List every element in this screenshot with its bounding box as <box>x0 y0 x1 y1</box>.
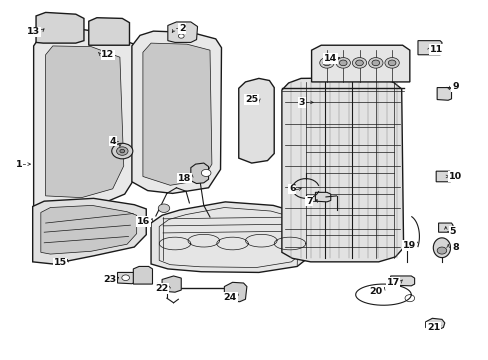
Polygon shape <box>133 266 152 284</box>
Circle shape <box>201 170 210 176</box>
Polygon shape <box>117 273 135 284</box>
Text: 3: 3 <box>298 98 305 107</box>
Polygon shape <box>390 276 414 286</box>
Polygon shape <box>436 87 450 100</box>
Text: 5: 5 <box>449 227 455 236</box>
Circle shape <box>116 147 128 155</box>
Text: 1: 1 <box>16 159 22 168</box>
Polygon shape <box>425 318 444 330</box>
Circle shape <box>323 60 330 66</box>
Text: 13: 13 <box>27 27 40 36</box>
Text: 15: 15 <box>53 258 66 267</box>
Polygon shape <box>162 276 181 292</box>
Circle shape <box>384 58 399 68</box>
Text: 19: 19 <box>403 241 416 250</box>
Circle shape <box>178 34 184 38</box>
Polygon shape <box>238 78 274 163</box>
Polygon shape <box>438 223 452 232</box>
Circle shape <box>158 204 169 212</box>
Circle shape <box>178 24 184 28</box>
Text: 9: 9 <box>451 82 458 91</box>
Polygon shape <box>142 43 211 185</box>
Text: 22: 22 <box>155 284 168 293</box>
Circle shape <box>339 60 346 66</box>
Polygon shape <box>41 206 137 254</box>
Text: 7: 7 <box>305 197 312 206</box>
Text: 4: 4 <box>109 137 116 146</box>
Polygon shape <box>432 238 449 258</box>
Text: 18: 18 <box>178 174 191 183</box>
Polygon shape <box>132 31 221 193</box>
Polygon shape <box>45 46 123 198</box>
Circle shape <box>355 60 363 66</box>
Text: 10: 10 <box>448 172 461 181</box>
Text: 20: 20 <box>369 287 382 296</box>
Polygon shape <box>190 163 208 184</box>
Circle shape <box>351 58 366 68</box>
Text: 24: 24 <box>223 293 236 302</box>
Polygon shape <box>89 18 129 45</box>
Circle shape <box>319 58 333 68</box>
Text: 21: 21 <box>427 323 440 332</box>
Polygon shape <box>167 22 197 42</box>
Polygon shape <box>36 12 84 43</box>
Polygon shape <box>151 202 308 273</box>
Circle shape <box>178 29 184 33</box>
Polygon shape <box>33 198 146 264</box>
Text: 11: 11 <box>428 45 442 54</box>
Circle shape <box>120 149 124 153</box>
Circle shape <box>387 60 395 66</box>
Text: 8: 8 <box>451 243 458 252</box>
Circle shape <box>122 275 129 280</box>
Text: 12: 12 <box>101 50 114 59</box>
Polygon shape <box>34 27 139 208</box>
Polygon shape <box>311 45 409 82</box>
Circle shape <box>335 58 350 68</box>
Circle shape <box>112 143 133 159</box>
Polygon shape <box>315 192 330 202</box>
Polygon shape <box>224 282 246 302</box>
Polygon shape <box>435 171 450 182</box>
Text: 17: 17 <box>386 278 399 287</box>
Polygon shape <box>417 41 441 55</box>
Polygon shape <box>281 78 403 262</box>
Circle shape <box>436 247 446 254</box>
Text: 23: 23 <box>102 275 116 284</box>
Circle shape <box>371 60 379 66</box>
Circle shape <box>368 58 382 68</box>
Text: 6: 6 <box>288 184 295 193</box>
Text: 14: 14 <box>324 54 337 63</box>
Text: 2: 2 <box>179 24 185 33</box>
Text: 25: 25 <box>244 95 258 104</box>
Text: 16: 16 <box>137 217 150 226</box>
